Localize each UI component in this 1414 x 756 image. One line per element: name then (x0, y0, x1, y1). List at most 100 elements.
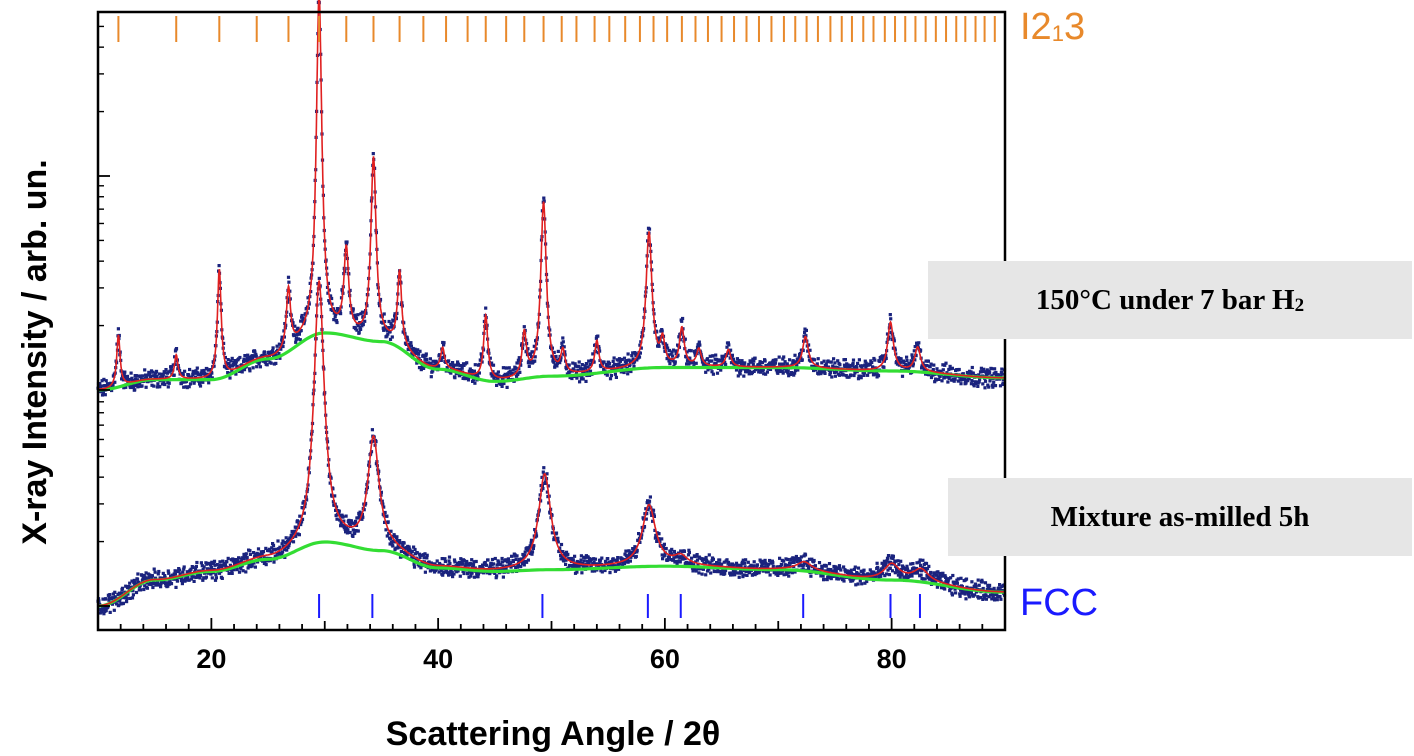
observed-point (233, 558, 237, 562)
observed-point (960, 378, 964, 382)
observed-point (255, 551, 259, 555)
observed-point (187, 578, 191, 582)
observed-point (588, 557, 592, 561)
observed-point (733, 569, 737, 573)
observed-point (919, 348, 923, 352)
observed-point (851, 579, 855, 583)
observed-point (936, 575, 940, 579)
observed-point (673, 360, 677, 364)
observed-point (837, 564, 842, 568)
observed-point (612, 362, 617, 367)
observed-point (600, 570, 604, 574)
observed-point (229, 359, 233, 363)
observed-point (356, 313, 360, 317)
observed-point (455, 363, 459, 367)
observed-point (768, 361, 772, 365)
observed-point (278, 356, 282, 360)
observed-point (923, 566, 927, 570)
observed-point (905, 355, 909, 359)
observed-point (545, 472, 549, 476)
observed-point (722, 560, 726, 564)
observed-point (857, 572, 861, 576)
observed-point (577, 365, 581, 369)
observed-point (950, 593, 954, 597)
observed-point (940, 574, 944, 578)
observed-point (930, 579, 934, 583)
observed-point (384, 528, 388, 532)
observed-point (996, 594, 1000, 599)
observed-point (693, 353, 697, 357)
observed-point (501, 575, 505, 579)
observed-point (488, 572, 492, 576)
observed-point (715, 561, 719, 565)
observed-point (856, 377, 861, 381)
observed-point (125, 374, 130, 378)
observed-point (967, 377, 971, 381)
observed-point (727, 343, 731, 347)
observed-point (515, 554, 519, 558)
observed-point (342, 526, 346, 530)
observed-point (889, 556, 893, 560)
observed-point (1000, 367, 1004, 371)
observed-point (452, 363, 456, 367)
observed-point (261, 550, 266, 554)
observed-point (729, 564, 734, 568)
observed-point (560, 556, 564, 560)
observed-point (592, 360, 596, 364)
observed-point (758, 362, 762, 366)
observed-point (450, 572, 454, 577)
observed-point (771, 561, 775, 565)
observed-point (293, 324, 297, 328)
observed-point (672, 556, 676, 560)
observed-point (388, 537, 393, 541)
observed-point (223, 355, 227, 360)
observed-point (173, 355, 177, 359)
annotation-as-milled-sample: Mixture as-milled 5h (948, 478, 1412, 556)
observed-point (338, 514, 342, 518)
observed-point (351, 534, 355, 538)
observed-point (500, 384, 504, 388)
observed-point (904, 362, 908, 367)
observed-point (562, 345, 566, 349)
observed-point (479, 358, 483, 362)
observed-point (285, 548, 289, 552)
observed-point (865, 579, 869, 584)
observed-point (460, 364, 464, 368)
observed-point (395, 538, 399, 542)
observed-point (166, 385, 170, 389)
observed-point (184, 578, 188, 582)
observed-point (783, 360, 787, 364)
observed-point (593, 569, 597, 573)
observed-point (463, 564, 467, 568)
observed-point (635, 548, 639, 553)
observed-point (509, 565, 513, 569)
observed-point (963, 589, 967, 593)
observed-point (786, 557, 790, 562)
observed-point (750, 370, 754, 375)
observed-point (132, 378, 136, 383)
observed-point (580, 363, 584, 367)
observed-point (453, 376, 457, 380)
observed-point (357, 513, 361, 517)
observed-point (981, 586, 985, 591)
observed-point (785, 563, 789, 567)
observed-point (911, 362, 915, 366)
observed-point (282, 544, 286, 548)
observed-point (911, 364, 915, 368)
observed-point (793, 570, 797, 574)
observed-point (344, 514, 348, 518)
observed-point (647, 227, 652, 231)
observed-point (496, 377, 500, 381)
observed-point (118, 599, 122, 603)
observed-point (442, 341, 446, 345)
observed-point (695, 553, 699, 557)
observed-point (574, 371, 578, 375)
observed-point (851, 361, 855, 366)
observed-point (249, 358, 253, 362)
observed-point (533, 528, 537, 532)
observed-point (915, 571, 920, 575)
observed-point (104, 609, 108, 613)
observed-point (134, 374, 139, 378)
observed-point (651, 519, 655, 523)
observed-point (707, 553, 711, 557)
